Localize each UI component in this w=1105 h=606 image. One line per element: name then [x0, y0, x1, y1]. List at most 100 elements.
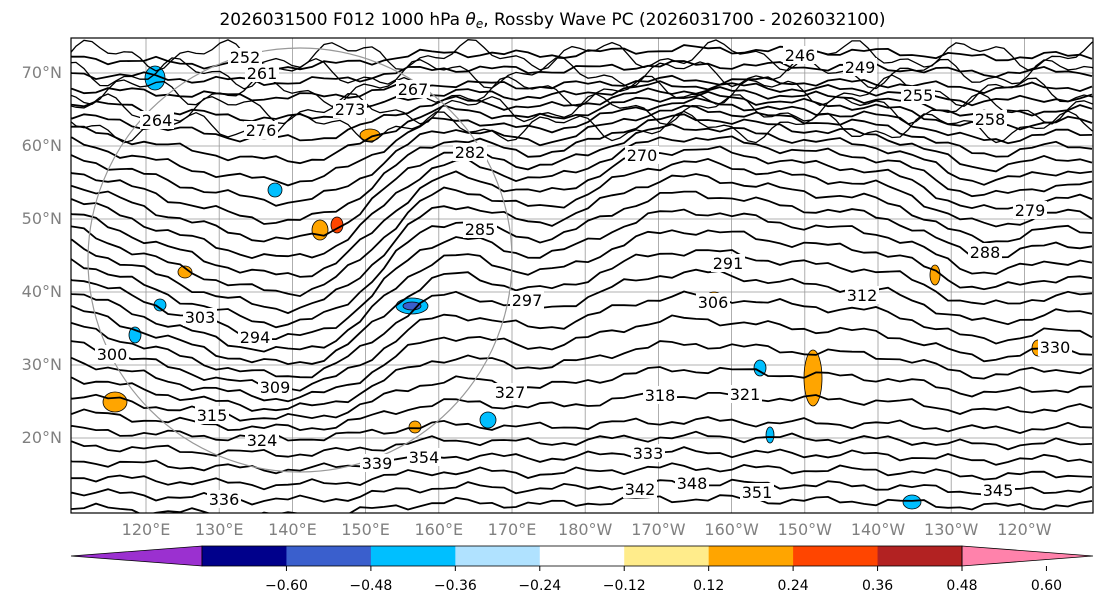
svg-text:297: 297	[512, 291, 543, 310]
svg-text:315: 315	[197, 406, 228, 425]
svg-text:255: 255	[903, 86, 934, 105]
svg-text:327: 327	[495, 383, 526, 402]
contour-line	[71, 268, 1093, 379]
contour-line	[71, 249, 1093, 366]
contour-line	[71, 208, 1093, 340]
lon-label: 170°E	[487, 520, 537, 539]
colorbar-segment	[370, 546, 456, 566]
lon-label: 160°W	[704, 520, 759, 539]
pc-anomaly-fills	[102, 65, 1045, 510]
colorbar-tick-label: 0.24	[777, 578, 809, 594]
contour-label: 273	[333, 100, 367, 119]
contour-label: 267	[396, 80, 430, 99]
colorbar-segment	[877, 546, 963, 566]
svg-text:312: 312	[847, 286, 878, 305]
contour-line	[71, 290, 1093, 392]
contour-line	[71, 96, 1093, 187]
contour-line	[71, 366, 1093, 422]
lon-label: 150°W	[777, 520, 832, 539]
contour-line	[71, 123, 1093, 243]
svg-text:288: 288	[970, 243, 1001, 262]
contour-label: 312	[845, 286, 879, 305]
pc-anomaly-blob	[177, 265, 193, 279]
contour-line	[71, 74, 1093, 102]
contour-label: 288	[968, 243, 1002, 262]
pc-anomaly-blob	[929, 264, 941, 286]
contour-label: 303	[183, 308, 217, 327]
svg-text:294: 294	[240, 328, 271, 347]
svg-text:351: 351	[742, 483, 773, 502]
svg-text:273: 273	[335, 100, 366, 119]
pc-anomaly-blob	[753, 359, 767, 377]
colorbar-segment	[624, 546, 710, 566]
svg-text:354: 354	[409, 448, 440, 467]
lon-label: 140°W	[850, 520, 906, 539]
lat-label: 70°N	[21, 63, 62, 82]
contour-line	[71, 92, 1093, 126]
colorbar	[70, 545, 1094, 571]
svg-text:333: 333	[633, 444, 664, 463]
lon-label: 180°W	[558, 520, 613, 539]
svg-text:306: 306	[698, 293, 729, 312]
contour-label: 321	[728, 385, 762, 404]
colorbar-tick-label: −0.60	[264, 578, 308, 594]
contour-label: 336	[207, 490, 241, 509]
contour-label: 276	[244, 121, 278, 140]
colorbar-segment	[286, 546, 372, 566]
colorbar-segment	[793, 546, 879, 566]
contour-line	[71, 391, 1093, 432]
svg-text:345: 345	[983, 481, 1014, 500]
lat-label: 30°N	[21, 355, 62, 374]
svg-text:348: 348	[677, 474, 708, 493]
pc-anomaly-blob	[765, 426, 775, 444]
svg-text:324: 324	[247, 431, 278, 450]
lon-label: 130°W	[924, 520, 979, 539]
lon-label: 150°E	[341, 520, 390, 539]
contour-label: 282	[453, 143, 487, 162]
contour-label: 342	[623, 480, 657, 499]
colorbar-tick-label: 0.60	[1030, 578, 1063, 594]
lon-label: 140°E	[268, 520, 317, 539]
contour-line	[71, 173, 1093, 315]
contour-label: 327	[493, 383, 527, 402]
colorbar-tick-label: −0.48	[349, 578, 393, 594]
contour-label: 261	[245, 64, 279, 83]
contour-label: 318	[643, 386, 677, 405]
contour-label: 354	[407, 448, 441, 467]
lon-label: 160°E	[414, 520, 464, 539]
contour-line	[71, 314, 1093, 403]
svg-text:303: 303	[185, 308, 216, 327]
contour-line	[71, 446, 1093, 475]
pc-anomaly-blob	[902, 494, 922, 510]
contour-label: 291	[711, 254, 745, 273]
lon-label: 120°W	[997, 520, 1052, 539]
contour-line	[71, 190, 1093, 329]
contour-line	[71, 494, 1093, 513]
contour-line	[71, 113, 1093, 225]
svg-text:321: 321	[730, 385, 761, 404]
lon-label: 120°E	[121, 520, 171, 539]
svg-text:252: 252	[230, 48, 261, 67]
pc-anomaly-blob	[102, 391, 128, 413]
svg-text:309: 309	[260, 378, 291, 397]
contour-line	[71, 462, 1093, 491]
contour-label: 324	[245, 431, 279, 450]
pc-anomaly-blob	[803, 349, 823, 407]
svg-text:318: 318	[645, 386, 676, 405]
contour-label: 345	[981, 481, 1015, 500]
svg-text:339: 339	[362, 454, 393, 473]
contour-label: 258	[973, 110, 1007, 129]
contour-line	[71, 145, 1093, 278]
contour-label: 264	[140, 111, 174, 130]
contour-line	[71, 416, 1093, 442]
contour-label: 252	[228, 48, 262, 67]
contour-line	[71, 157, 1093, 298]
svg-text:342: 342	[625, 480, 656, 499]
contour-line	[71, 104, 1093, 207]
contour-label: 297	[510, 291, 544, 310]
svg-text:300: 300	[97, 345, 128, 364]
colorbar-extend-low	[70, 545, 203, 567]
pc-anomaly-blob	[408, 420, 422, 434]
lat-label: 60°N	[21, 136, 62, 155]
